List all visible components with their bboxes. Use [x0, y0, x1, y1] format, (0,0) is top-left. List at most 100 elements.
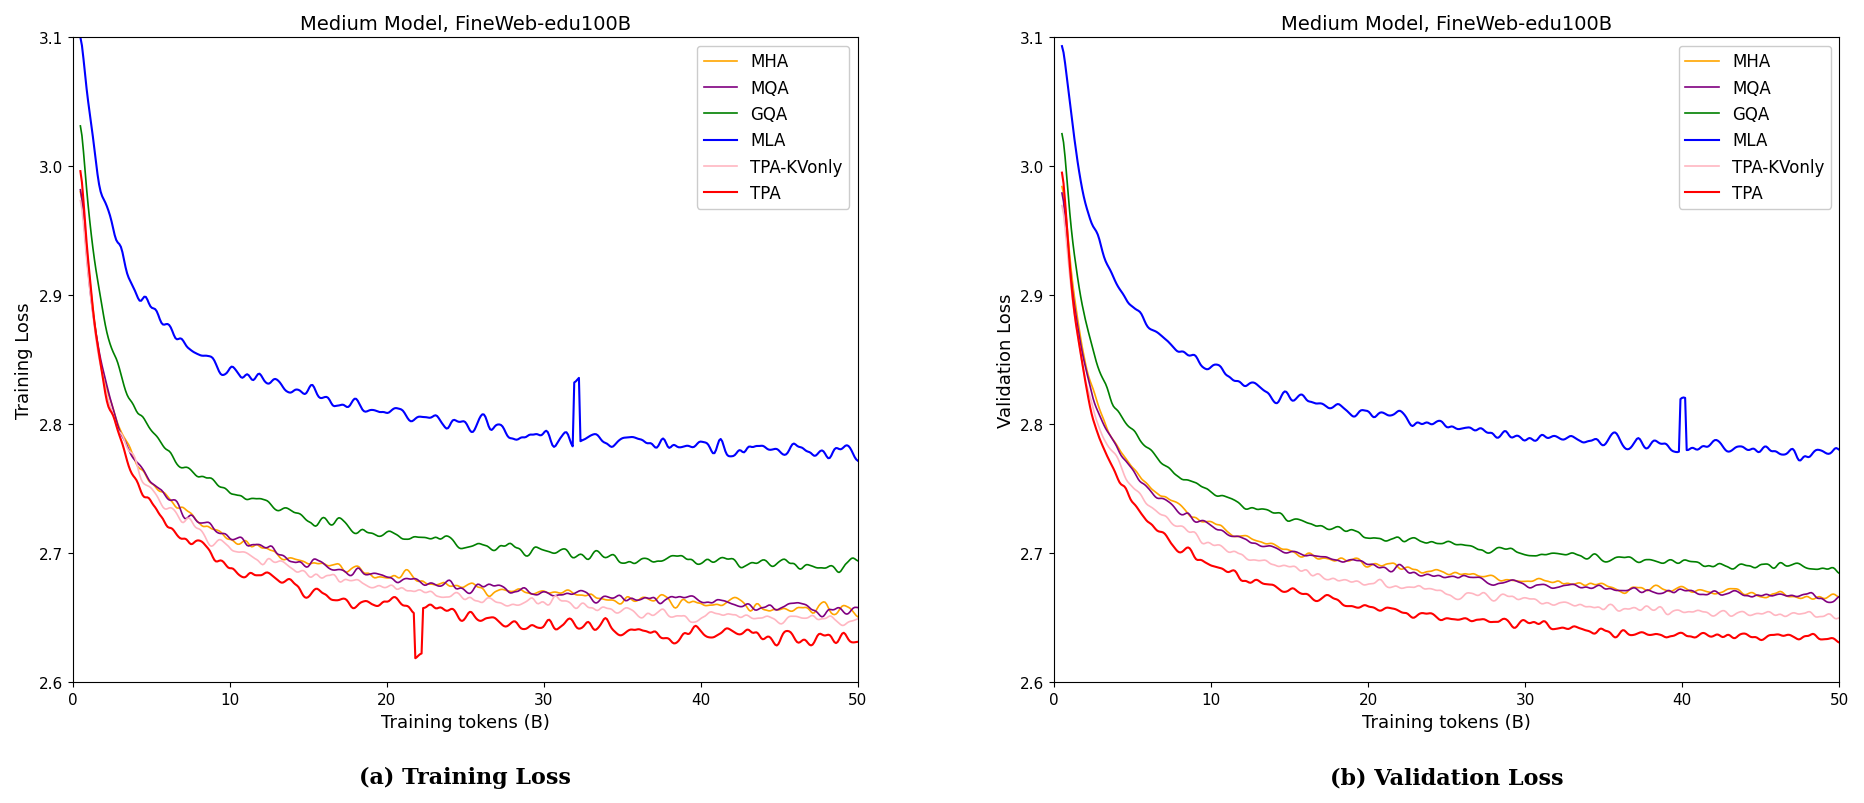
MHA [846, 612, 869, 622]
MLA [1812, 446, 1834, 456]
Legend: MHA, MQA, GQA, MLA, TPA-KVonly, TPA: MHA, MQA, GQA, MLA, TPA-KVonly, TPA [697, 47, 850, 210]
MHA [69, 188, 91, 198]
GQA [829, 567, 852, 577]
GQA [1829, 569, 1851, 578]
MLA [1051, 43, 1074, 52]
MLA [1471, 425, 1493, 434]
MHA [828, 605, 850, 615]
MQA [1514, 580, 1536, 589]
TPA [445, 608, 468, 618]
MHA [444, 581, 466, 591]
MLA [846, 456, 869, 466]
MLA [1789, 456, 1812, 466]
X-axis label: Training tokens (B): Training tokens (B) [1363, 713, 1530, 731]
MQA [444, 582, 466, 592]
TPA-KVonly [1825, 614, 1847, 624]
TPA-KVonly [531, 597, 554, 607]
MHA [1051, 182, 1074, 192]
GQA [531, 545, 554, 555]
GQA [1420, 537, 1443, 547]
Y-axis label: Training Loss: Training Loss [15, 302, 34, 418]
MLA [1420, 420, 1443, 430]
Line: MHA: MHA [1062, 187, 1840, 599]
MQA [706, 595, 729, 605]
MQA [1819, 598, 1842, 608]
TPA [440, 605, 462, 614]
TPA-KVonly [831, 621, 854, 630]
TPA-KVonly [1514, 593, 1536, 603]
MHA [706, 600, 729, 609]
TPA [1424, 612, 1446, 622]
GQA [828, 568, 850, 577]
Line: GQA: GQA [1062, 135, 1840, 573]
TPA [1829, 638, 1851, 648]
Line: MLA: MLA [80, 39, 857, 461]
MQA [829, 604, 852, 613]
Y-axis label: Validation Loss: Validation Loss [997, 293, 1014, 427]
MHA [1420, 567, 1443, 577]
TPA-KVonly [1420, 585, 1443, 594]
MQA [1471, 574, 1493, 584]
TPA-KVonly [1810, 612, 1832, 622]
TPA [846, 637, 869, 646]
MLA [1689, 444, 1711, 454]
MHA [1812, 593, 1834, 603]
TPA-KVonly [69, 197, 91, 206]
Line: TPA-KVonly: TPA-KVonly [1062, 206, 1840, 619]
TPA-KVonly [1424, 585, 1446, 595]
TPA-KVonly [846, 614, 869, 624]
Legend: MHA, MQA, GQA, MLA, TPA-KVonly, TPA: MHA, MQA, GQA, MLA, TPA-KVonly, TPA [1679, 47, 1830, 210]
TPA-KVonly [490, 598, 513, 608]
Line: TPA-KVonly: TPA-KVonly [80, 202, 857, 626]
TPA [829, 631, 852, 641]
Line: TPA: TPA [1062, 173, 1840, 643]
TPA [69, 167, 91, 177]
MHA [1514, 577, 1536, 586]
GQA [438, 532, 460, 542]
TPA [1514, 616, 1536, 626]
MQA [846, 603, 869, 613]
MHA [1424, 565, 1446, 575]
GQA [706, 556, 729, 565]
GQA [1424, 539, 1446, 548]
GQA [1051, 130, 1074, 140]
Title: Medium Model, FineWeb-edu100B: Medium Model, FineWeb-edu100B [300, 15, 630, 34]
TPA-KVonly [444, 589, 466, 598]
GQA [69, 122, 91, 132]
TPA-KVonly [438, 593, 460, 602]
TPA [404, 654, 427, 663]
Line: MLA: MLA [1062, 47, 1840, 461]
Line: TPA: TPA [80, 172, 857, 658]
MLA [69, 34, 91, 43]
TPA [1420, 609, 1443, 618]
MQA [1689, 589, 1711, 599]
MLA [1829, 446, 1851, 455]
TPA-KVonly [1051, 202, 1074, 211]
X-axis label: Training tokens (B): Training tokens (B) [380, 713, 550, 731]
MQA [490, 581, 513, 591]
TPA [1689, 630, 1711, 640]
MLA [828, 445, 850, 454]
MQA [69, 185, 91, 195]
GQA [490, 541, 513, 551]
GQA [1689, 558, 1711, 568]
TPA-KVonly [1829, 613, 1851, 623]
Line: MQA: MQA [1062, 194, 1840, 603]
MQA [1424, 572, 1446, 581]
TPA-KVonly [1689, 606, 1711, 616]
MHA [1471, 573, 1493, 582]
MQA [531, 587, 554, 597]
MQA [811, 612, 833, 622]
MHA [531, 586, 554, 596]
TPA-KVonly [706, 609, 729, 619]
MQA [1829, 592, 1851, 601]
MLA [438, 422, 460, 431]
GQA [846, 556, 869, 566]
MHA [1689, 585, 1711, 595]
GQA [1514, 550, 1536, 560]
Line: GQA: GQA [80, 127, 857, 573]
Line: MHA: MHA [80, 193, 857, 617]
TPA [1051, 169, 1074, 178]
GQA [1810, 564, 1832, 573]
MLA [490, 421, 513, 430]
